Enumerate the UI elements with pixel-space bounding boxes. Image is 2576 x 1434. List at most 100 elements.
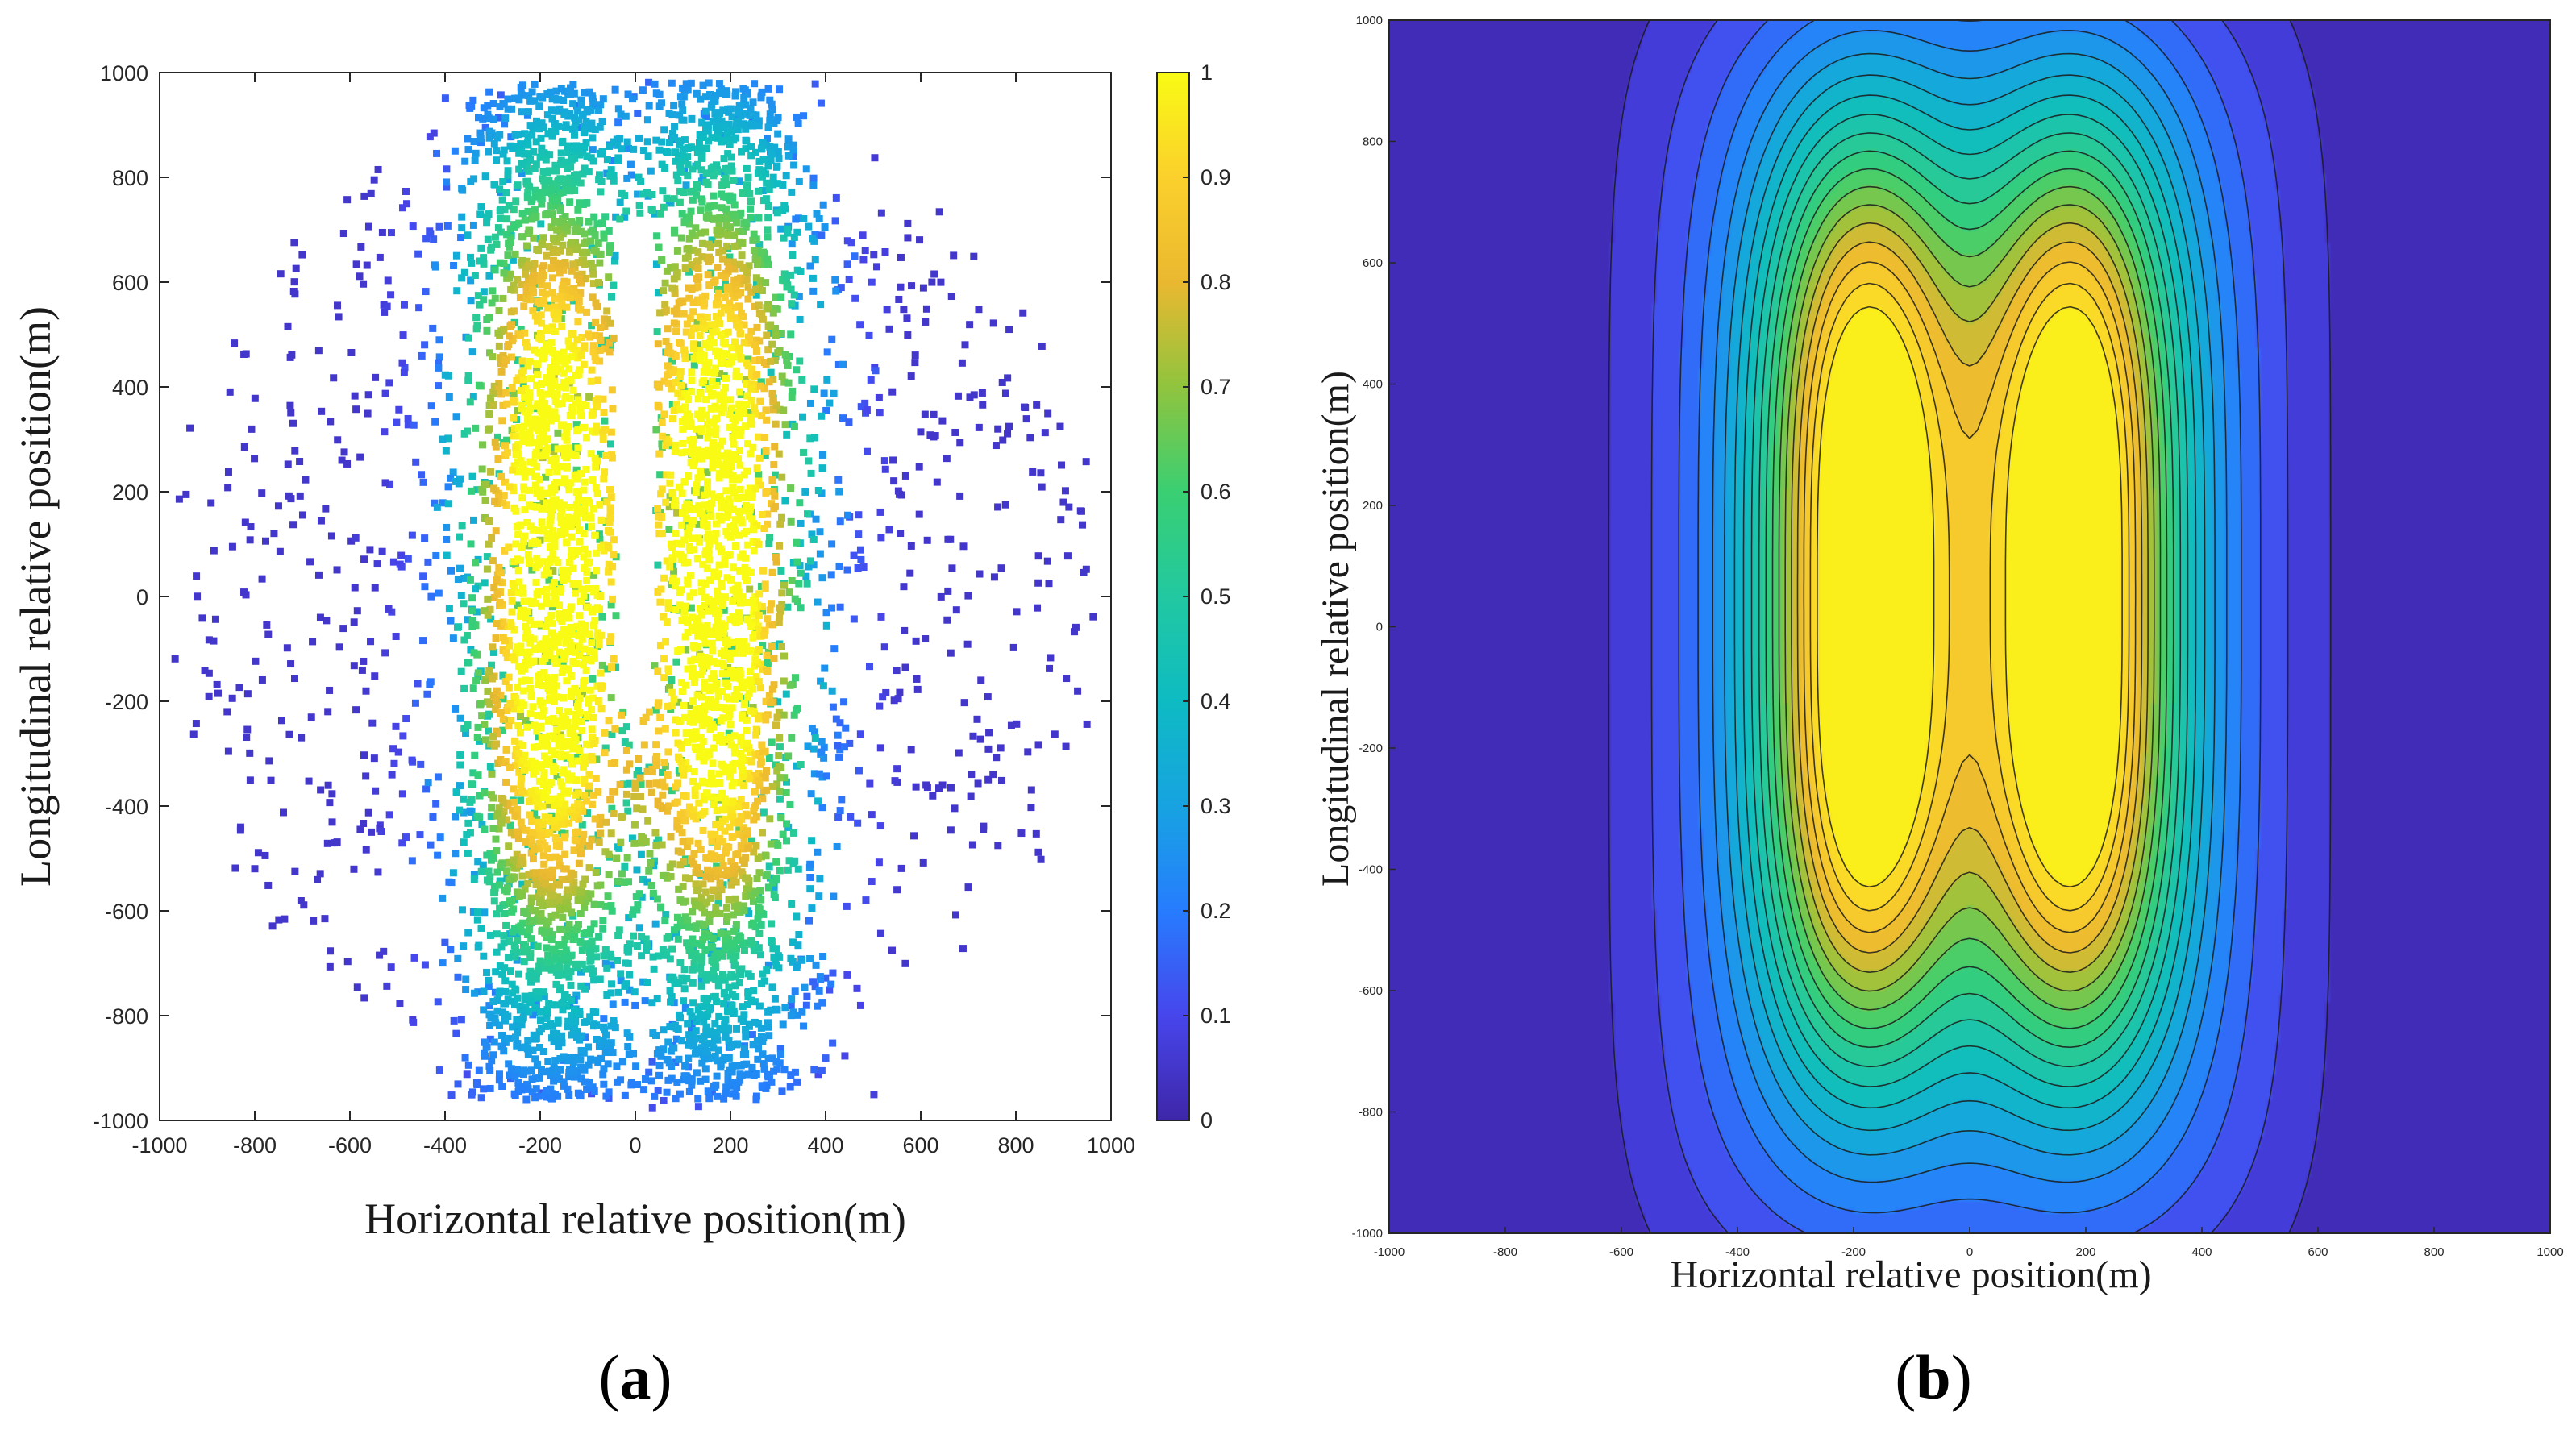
scatter-point: [512, 507, 520, 515]
scatter-point: [480, 1006, 488, 1014]
scatter-point: [752, 618, 760, 626]
scatter-point: [609, 1049, 617, 1057]
scatter-point: [710, 453, 718, 461]
scatter-point: [859, 256, 868, 264]
scatter-point: [679, 425, 687, 433]
scatter-point: [503, 654, 511, 662]
scatter-point: [680, 559, 689, 567]
scatter-point: [485, 1062, 493, 1070]
scatter-point: [827, 980, 835, 988]
scatter-point: [532, 880, 540, 888]
scatter-point: [756, 397, 764, 405]
scatter-point: [499, 150, 507, 158]
scatter-point: [533, 366, 541, 374]
scatter-point: [693, 296, 701, 304]
scatter-point: [600, 1065, 608, 1073]
scatter-point: [714, 1046, 722, 1054]
scatter-point: [806, 860, 814, 868]
scatter-point: [657, 414, 665, 422]
scatter-point: [551, 480, 559, 488]
scatter-point: [514, 722, 522, 730]
scatter-point: [718, 351, 726, 359]
scatter-point: [551, 735, 559, 743]
scatter-point: [435, 382, 443, 390]
scatter-point: [758, 88, 766, 96]
scatter-point: [793, 1078, 801, 1086]
scatter-point: [544, 347, 552, 355]
scatter-point: [483, 1043, 491, 1051]
scatter-point: [767, 699, 775, 707]
scatter-point: [904, 219, 912, 227]
scatter-point: [808, 724, 816, 732]
scatter-point: [622, 723, 630, 731]
scatter-point: [694, 534, 702, 542]
scatter-point: [504, 800, 512, 808]
scatter-point: [651, 80, 659, 88]
scatter-point: [605, 850, 613, 858]
scatter-point: [528, 88, 536, 96]
scatter-point: [570, 1066, 578, 1074]
scatter-point: [476, 257, 484, 265]
scatter-point: [353, 607, 361, 615]
scatter-point: [508, 608, 516, 616]
scatter-point: [443, 178, 451, 186]
scatter-point: [543, 1006, 551, 1014]
scatter-point: [321, 915, 329, 923]
scatter-point: [702, 144, 710, 152]
scatter-point: [547, 223, 556, 231]
scatter-point: [464, 659, 472, 667]
scatter-point: [539, 167, 547, 175]
scatter-point: [300, 901, 308, 909]
scatter-point: [501, 677, 510, 685]
scatter-point: [485, 983, 493, 991]
scatter-point: [521, 532, 529, 540]
scatter-point: [511, 953, 519, 961]
scatter-point: [554, 400, 562, 408]
scatter-point: [457, 1016, 465, 1024]
scatter-point: [677, 521, 685, 529]
scatter-point: [726, 649, 735, 657]
scatter-point: [772, 1058, 780, 1066]
scatter-point: [997, 564, 1005, 572]
scatter-point: [660, 410, 668, 418]
scatter-point: [550, 768, 558, 776]
scatter-point: [482, 480, 490, 488]
scatter-point: [410, 421, 418, 429]
scatter-point: [540, 860, 548, 868]
scatter-point: [480, 987, 488, 995]
scatter-point: [764, 202, 772, 210]
scatter-point: [703, 866, 711, 874]
scatter-point: [552, 1001, 560, 1009]
scatter-point: [537, 880, 545, 888]
scatter-point: [410, 954, 418, 962]
scatter-point: [596, 535, 604, 543]
scatter-point: [854, 819, 862, 827]
scatter-point: [454, 973, 462, 981]
scatter-point: [427, 230, 435, 238]
scatter-point: [710, 744, 718, 752]
scatter-point: [901, 663, 909, 671]
scatter-point: [585, 1043, 593, 1051]
scatter-point: [435, 589, 443, 597]
scatter-point: [518, 677, 526, 685]
scatter-point: [501, 206, 509, 214]
scatter-point: [529, 439, 537, 447]
scatter-point: [556, 527, 564, 535]
scatter-point: [766, 534, 774, 542]
scatter-point: [577, 1074, 585, 1083]
scatter-point: [414, 680, 422, 688]
scatter-point: [747, 197, 755, 206]
scatter-point: [831, 217, 839, 225]
scatter-point: [645, 867, 653, 875]
scatter-point: [515, 578, 523, 586]
scatter-point: [787, 285, 795, 293]
scatter-point: [794, 941, 802, 950]
scatter-point: [581, 875, 589, 883]
scatter-point: [783, 430, 791, 439]
scatter-point: [776, 734, 784, 742]
scatter-point: [452, 1029, 460, 1037]
scatter-point: [558, 422, 566, 430]
scatter-point: [912, 783, 920, 791]
scatter-point: [795, 292, 803, 300]
scatter-point: [530, 148, 538, 156]
